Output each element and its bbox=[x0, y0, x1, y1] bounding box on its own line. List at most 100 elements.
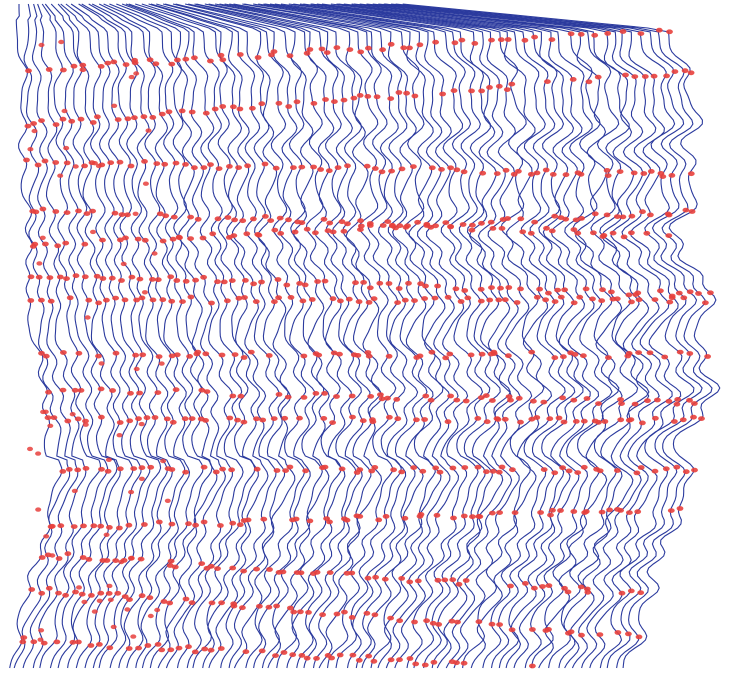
horizon-pick-dot bbox=[707, 290, 714, 296]
horizon-pick-dot bbox=[138, 476, 145, 481]
horizon-pick-dot bbox=[686, 351, 694, 356]
horizon-pick-dot bbox=[628, 213, 636, 219]
horizon-pick-dot bbox=[38, 118, 45, 123]
horizon-pick-dot bbox=[494, 417, 502, 422]
horizon-pick-dot bbox=[124, 607, 131, 612]
horizon-pick-dot bbox=[200, 165, 208, 171]
horizon-pick-dot bbox=[203, 389, 211, 394]
horizon-pick-dot bbox=[168, 521, 176, 527]
horizon-pick-dot bbox=[284, 394, 292, 400]
horizon-pick-dot bbox=[504, 216, 511, 221]
horizon-pick-dot bbox=[141, 290, 148, 295]
horizon-pick-dot bbox=[82, 418, 89, 424]
horizon-pick-dot bbox=[530, 398, 537, 404]
horizon-pick-dot bbox=[59, 387, 67, 393]
horizon-pick-dot bbox=[682, 207, 690, 213]
horizon-pick-dot bbox=[256, 603, 263, 609]
horizon-pick-dot bbox=[31, 241, 39, 247]
horizon-pick-dot bbox=[613, 296, 621, 302]
horizon-pick-dot bbox=[128, 274, 136, 280]
horizon-pick-dot bbox=[20, 635, 28, 640]
horizon-pick-dot bbox=[154, 277, 162, 283]
horizon-pick-dot bbox=[317, 167, 324, 172]
horizon-pick-dot bbox=[296, 415, 303, 421]
horizon-pick-dot bbox=[252, 299, 260, 304]
horizon-pick-dot bbox=[422, 393, 430, 399]
horizon-pick-dot bbox=[106, 525, 113, 530]
trace-line bbox=[258, 3, 459, 669]
horizon-pick-dot bbox=[448, 618, 456, 624]
horizon-pick-dot bbox=[384, 219, 392, 225]
trace-line bbox=[91, 3, 186, 669]
horizon-pick-dot bbox=[548, 228, 556, 234]
horizon-pick-dot bbox=[310, 164, 317, 170]
horizon-pick-dot bbox=[163, 416, 171, 422]
horizon-pick-dot bbox=[266, 567, 273, 572]
horizon-pick-dot bbox=[158, 647, 166, 653]
horizon-pick-dot bbox=[603, 212, 611, 218]
horizon-pick-dot bbox=[219, 57, 227, 63]
horizon-pick-dot bbox=[682, 469, 690, 475]
trace-line bbox=[162, 3, 296, 669]
horizon-pick-dot bbox=[529, 627, 536, 632]
horizon-pick-dot bbox=[149, 297, 157, 303]
horizon-pick-dot bbox=[81, 274, 89, 280]
horizon-pick-dot bbox=[580, 353, 587, 359]
trace-line bbox=[343, 3, 620, 669]
horizon-pick-dot bbox=[140, 114, 148, 120]
horizon-pick-dot bbox=[261, 161, 269, 167]
horizon-pick-dot bbox=[363, 610, 371, 616]
horizon-pick-dot bbox=[237, 393, 245, 399]
horizon-pick-dot bbox=[325, 168, 333, 174]
horizon-pick-dot bbox=[120, 261, 127, 267]
horizon-pick-dot bbox=[477, 298, 485, 304]
horizon-pick-dot bbox=[644, 398, 651, 404]
horizon-pick-dot bbox=[505, 353, 512, 359]
trace-line bbox=[274, 3, 501, 669]
horizon-pick-dot bbox=[75, 208, 82, 214]
trace-line bbox=[128, 3, 244, 669]
horizon-pick-dot bbox=[577, 171, 585, 177]
horizon-pick-dot bbox=[647, 169, 655, 174]
horizon-pick-dot bbox=[322, 97, 329, 102]
horizon-pick-dot bbox=[336, 351, 343, 357]
horizon-pick-dot bbox=[176, 235, 183, 241]
horizon-pick-dot bbox=[151, 415, 159, 420]
horizon-pick-dot bbox=[296, 281, 303, 286]
horizon-pick-dot bbox=[441, 577, 449, 583]
horizon-pick-dot bbox=[200, 519, 208, 525]
horizon-pick-dot bbox=[282, 468, 289, 473]
horizon-pick-dot bbox=[609, 230, 617, 236]
horizon-pick-dot bbox=[497, 37, 505, 43]
horizon-pick-dot bbox=[320, 416, 328, 421]
horizon-pick-dot bbox=[128, 555, 135, 561]
trace-line bbox=[208, 3, 382, 669]
horizon-pick-dot bbox=[175, 645, 183, 651]
horizon-pick-dot bbox=[49, 553, 56, 558]
horizon-pick-dot bbox=[45, 585, 53, 591]
horizon-pick-dot bbox=[99, 237, 106, 243]
horizon-pick-dot bbox=[116, 466, 124, 472]
horizon-pick-dot bbox=[331, 99, 338, 104]
horizon-pick-dot bbox=[52, 209, 60, 214]
horizon-pick-dot bbox=[324, 228, 332, 234]
horizon-pick-dot bbox=[250, 281, 257, 287]
horizon-pick-dot bbox=[38, 297, 45, 303]
horizon-pick-dot bbox=[137, 556, 145, 562]
horizon-pick-dot bbox=[179, 299, 186, 304]
horizon-pick-dot bbox=[111, 210, 119, 216]
horizon-pick-dot bbox=[633, 470, 641, 476]
horizon-pick-dot bbox=[431, 295, 439, 301]
horizon-pick-dot bbox=[476, 514, 484, 519]
horizon-pick-dot bbox=[78, 591, 86, 597]
horizon-pick-dot bbox=[186, 354, 194, 359]
horizon-pick-dot bbox=[453, 660, 460, 666]
horizon-pick-dot bbox=[41, 158, 49, 164]
trace-line bbox=[164, 3, 307, 669]
horizon-pick-dot bbox=[370, 296, 378, 302]
horizon-pick-dot bbox=[333, 45, 341, 50]
horizon-pick-dot bbox=[679, 417, 687, 423]
horizon-pick-dot bbox=[313, 656, 320, 661]
horizon-pick-dot bbox=[406, 45, 413, 51]
horizon-pick-dot bbox=[242, 649, 250, 655]
